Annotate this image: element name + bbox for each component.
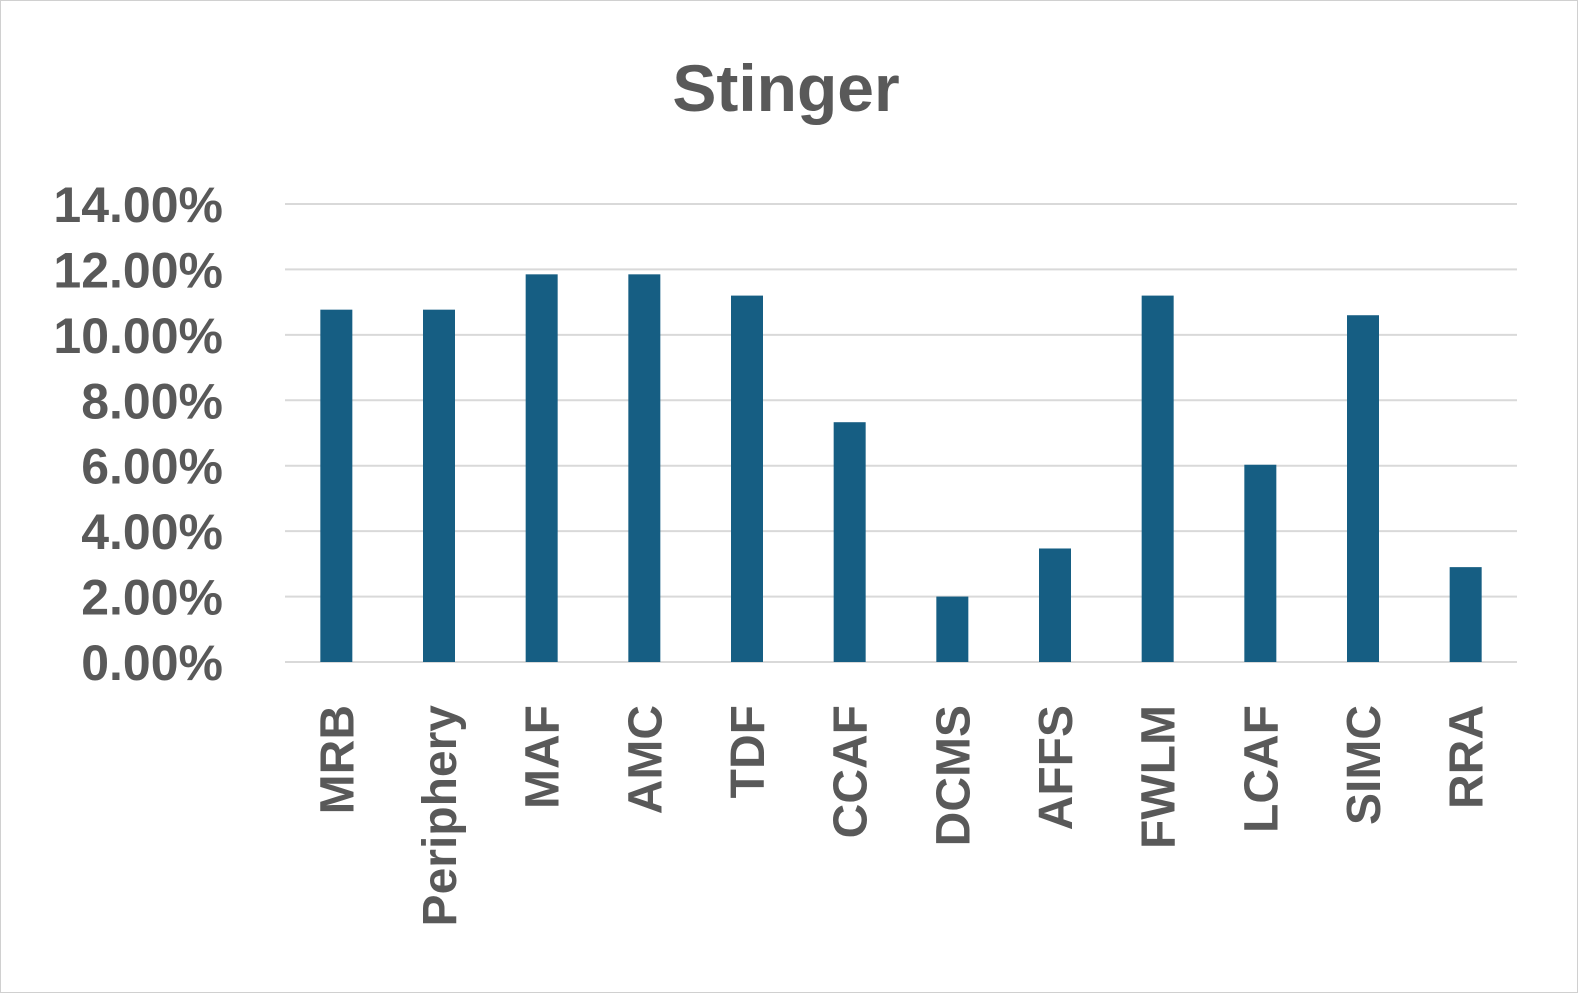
x-tick-label-lcaf: LCAF: [1235, 705, 1288, 833]
bar-dcms: [936, 596, 969, 662]
y-tick-label: 12.00%: [53, 242, 223, 298]
bar-amc: [628, 274, 661, 662]
x-tick-label-dcms: DCMS: [927, 705, 980, 846]
bar-fwlm: [1141, 295, 1174, 662]
y-tick-label: 4.00%: [81, 504, 223, 560]
bar-periphery: [423, 309, 455, 662]
x-tick-label-mrb: MRB: [311, 705, 364, 814]
x-axis-tick-labels: MRB Periphery MAF AMC TDF CCAF DCMS AFFS FWLM LCA…: [311, 705, 1493, 927]
bar-mrb: [320, 309, 353, 662]
bar-affs: [1039, 548, 1071, 662]
x-tick-label-periphery: Periphery: [414, 705, 467, 927]
x-tick-label-maf: MAF: [517, 705, 570, 809]
y-tick-label: 6.00%: [81, 439, 223, 495]
y-tick-label: 2.00%: [81, 570, 223, 626]
x-tick-label-rra: RRA: [1441, 705, 1494, 809]
chart-title: Stinger: [672, 51, 899, 125]
x-tick-label-fwlm: FWLM: [1133, 705, 1186, 849]
x-tick-label-affs: AFFS: [1030, 705, 1083, 830]
bar-rra: [1449, 567, 1482, 662]
y-tick-label: 10.00%: [53, 308, 223, 364]
y-axis-tick-labels: 0.00% 2.00% 4.00% 6.00% 8.00% 10.00% 12.00% 14.…: [53, 177, 223, 691]
x-tick-label-simc: SIMC: [1338, 705, 1391, 825]
x-tick-label-amc: AMC: [619, 705, 672, 814]
bar-tdf: [731, 295, 763, 662]
y-tick-label: 14.00%: [53, 177, 223, 233]
bar-simc: [1347, 315, 1379, 662]
x-tick-label-tdf: TDF: [722, 705, 775, 798]
gridlines: [285, 203, 1517, 663]
x-tick-label-ccaf: CCAF: [825, 705, 878, 838]
bar-maf: [525, 274, 558, 662]
bars: [320, 274, 1482, 662]
y-tick-label: 0.00%: [81, 635, 223, 691]
y-tick-label: 8.00%: [81, 373, 223, 429]
bar-ccaf: [833, 422, 866, 662]
bar-lcaf: [1244, 464, 1277, 662]
